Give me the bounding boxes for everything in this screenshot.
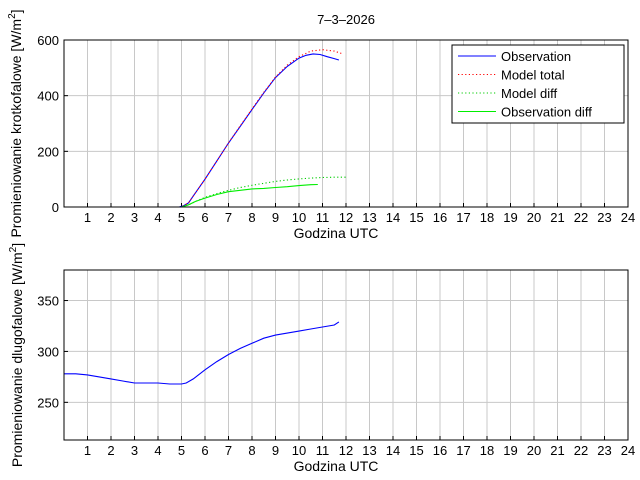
x-tick-label: 18 [480, 443, 494, 458]
legend-box [451, 44, 625, 124]
x-tick-label: 13 [362, 443, 376, 458]
y-axis-label-close: ] [9, 243, 25, 247]
x-tick-label: 19 [503, 210, 517, 225]
y-tick-label: 400 [37, 89, 59, 104]
bottom-axes: 1 2 3 4 5 6 7 8 9 10 11 12 13 14 15 16 17 18 19 20 21 22 23 242… [8, 243, 635, 474]
y-axis-label-superscript: 2 [8, 246, 19, 252]
x-tick-label: 2 [107, 210, 114, 225]
x-tick-label: 17 [456, 210, 470, 225]
axes-frame [63, 39, 629, 208]
x-tick-label: 12 [339, 443, 353, 458]
y-tick-label: 0 [52, 200, 59, 215]
series-line-1-0 [64, 321, 340, 385]
x-tick-label: 3 [131, 210, 138, 225]
x-tick-label: 19 [503, 443, 517, 458]
x-tick-label: 17 [456, 443, 470, 458]
legend-label-2: Model diff [501, 86, 558, 101]
y-tick-label: 200 [37, 144, 59, 159]
x-tick-label: 7 [225, 210, 232, 225]
x-tick-label: 5 [178, 210, 185, 225]
top-axes: 1 2 3 4 5 6 7 8 9 10 11 12 13 14 15 16 17 18 19 20 21 22 23 240… [7, 9, 635, 241]
x-tick-label: 9 [272, 443, 279, 458]
legend-label-1: Model total [501, 68, 565, 83]
legend-label-3: Observation diff [501, 105, 592, 120]
x-tick-label: 5 [178, 443, 185, 458]
x-tick-label: 18 [480, 210, 494, 225]
y-axis-label: Promieniowanie dlugofalowe [W/m2] [8, 243, 25, 467]
y-tick-label: 300 [37, 344, 59, 359]
x-tick-label: 24 [621, 210, 635, 225]
x-tick-label: 6 [201, 443, 208, 458]
x-tick-label: 21 [550, 443, 564, 458]
y-tick-label: 250 [37, 395, 59, 410]
x-tick-label: 11 [316, 443, 330, 458]
x-tick-label: 10 [292, 443, 306, 458]
x-tick-label: 8 [248, 210, 255, 225]
y-axis-label-text: Promieniowanie krotkofalowe [W/m [8, 19, 24, 238]
x-tick-label: 13 [362, 210, 376, 225]
x-tick-label: 16 [433, 443, 447, 458]
x-tick-label: 23 [597, 443, 611, 458]
x-tick-label: 14 [386, 210, 400, 225]
x-tick-label: 20 [527, 443, 541, 458]
x-tick-label: 7 [225, 443, 232, 458]
x-tick-label: 2 [107, 443, 114, 458]
x-tick-label: 10 [292, 210, 306, 225]
y-axis-label: Promieniowanie krotkofalowe [W/m2] [7, 9, 24, 237]
y-axis-label-superscript: 2 [7, 13, 18, 19]
x-tick-label: 15 [409, 443, 423, 458]
x-tick-label: 12 [339, 210, 353, 225]
x-tick-label: 4 [154, 443, 161, 458]
y-axis-label-text: Promieniowanie dlugofalowe [W/m [9, 252, 25, 467]
x-tick-label: 4 [154, 210, 161, 225]
y-axis-label-close: ] [8, 9, 24, 13]
x-tick-label: 20 [527, 210, 541, 225]
axes-frame [63, 269, 629, 441]
x-tick-label: 8 [248, 443, 255, 458]
x-tick-label: 22 [574, 210, 588, 225]
figure-title: 7–3–2026 [317, 12, 375, 27]
x-tick-label: 1 [84, 443, 91, 458]
x-tick-label: 11 [316, 210, 330, 225]
series-line-0-3 [64, 183, 318, 208]
x-tick-label: 24 [621, 443, 635, 458]
x-tick-label: 15 [409, 210, 423, 225]
x-tick-label: 9 [272, 210, 279, 225]
x-tick-label: 21 [550, 210, 564, 225]
y-tick-label: 600 [37, 33, 59, 48]
x-tick-label: 22 [574, 443, 588, 458]
x-tick-label: 6 [201, 210, 208, 225]
x-axis-label: Godzina UTC [294, 225, 379, 241]
x-tick-label: 14 [386, 443, 400, 458]
x-tick-label: 23 [597, 210, 611, 225]
y-tick-label: 350 [37, 294, 59, 309]
x-tick-label: 3 [131, 443, 138, 458]
x-tick-label: 16 [433, 210, 447, 225]
legend-label-0: Observation [501, 49, 571, 64]
x-axis-label: Godzina UTC [294, 458, 379, 474]
x-tick-label: 1 [84, 210, 91, 225]
